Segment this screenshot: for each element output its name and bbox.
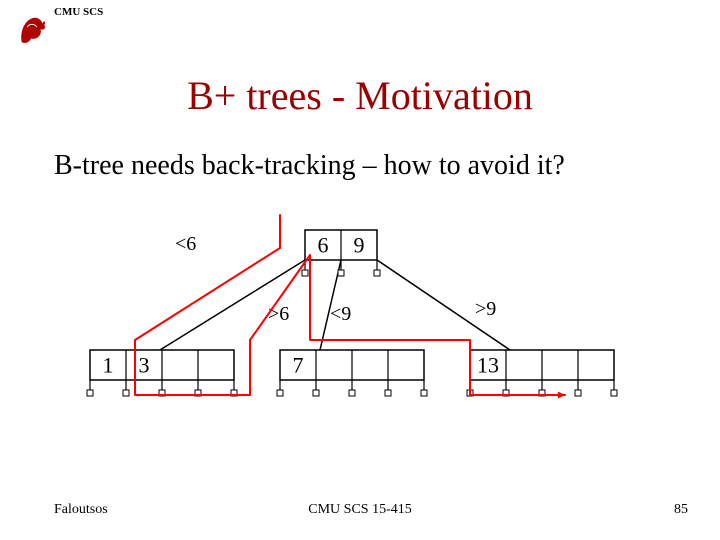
footer-page-number: 85 xyxy=(674,502,688,518)
svg-text:>9: >9 xyxy=(475,298,496,320)
footer-course: CMU SCS 15-415 xyxy=(0,502,720,518)
svg-text:<9: <9 xyxy=(330,303,351,325)
svg-text:<6: <6 xyxy=(175,233,196,255)
slide-title: B+ trees - Motivation xyxy=(0,72,720,119)
btree-diagram: 69 13 7 13 <6 >6 <9 >9 xyxy=(0,200,720,460)
svg-text:>6: >6 xyxy=(268,303,289,325)
svg-text:1: 1 xyxy=(103,353,114,378)
svg-text:6: 6 xyxy=(318,233,329,258)
svg-text:9: 9 xyxy=(354,233,365,258)
svg-text:7: 7 xyxy=(293,353,304,378)
svg-text:3: 3 xyxy=(139,353,150,378)
header-label: CMU SCS xyxy=(54,6,103,18)
slide-subtitle: B-tree needs back-tracking – how to avoi… xyxy=(54,150,565,182)
cmu-logo xyxy=(18,14,48,46)
svg-text:13: 13 xyxy=(477,353,499,378)
